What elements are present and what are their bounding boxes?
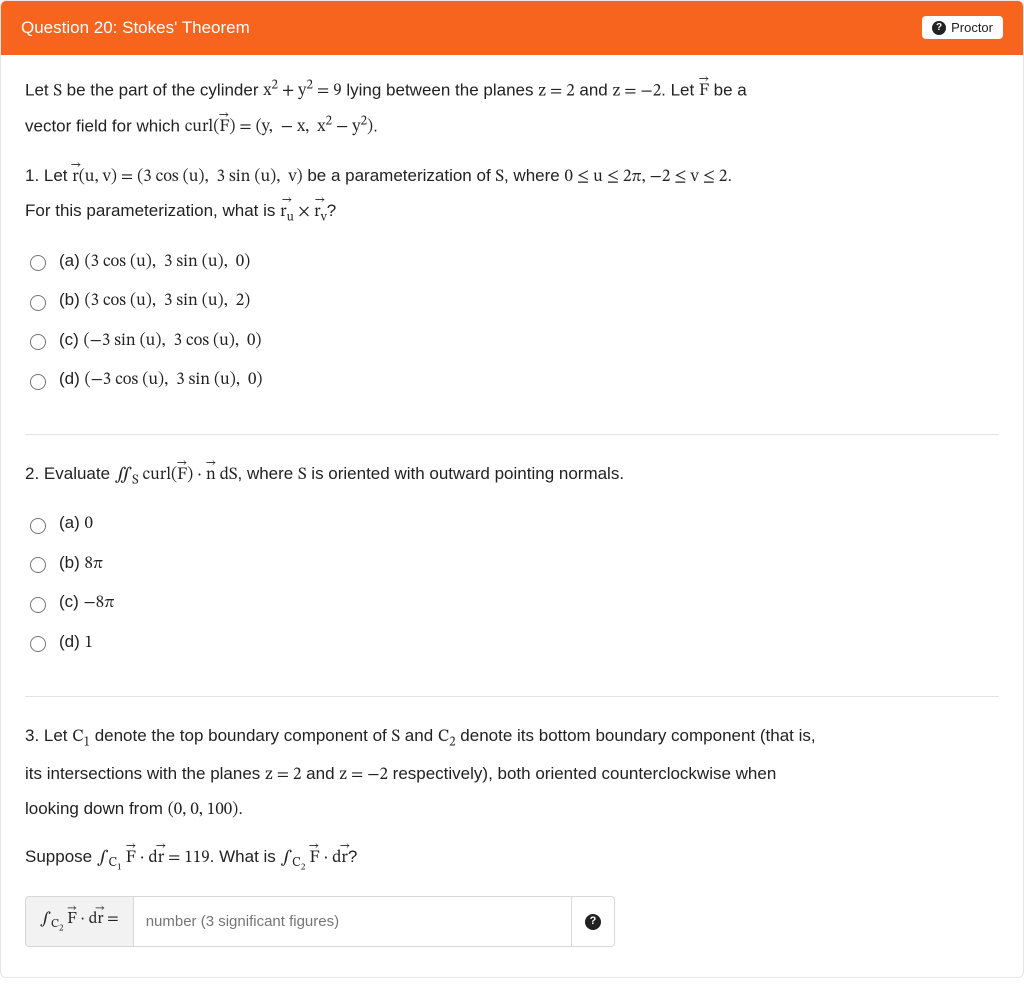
q2-option-b-label: (b) 8π — [59, 550, 103, 578]
q2-radio-d[interactable] — [30, 636, 46, 652]
q2-option-d-label: (d) 1 — [59, 629, 93, 657]
intro-line-1: Let S be the part of the cylinder x2 + y… — [25, 77, 999, 105]
help-icon: ? — [932, 21, 946, 35]
question-title: Question 20: Stokes' Theorem — [21, 15, 250, 41]
q2-options: (a) 0 (b) 8π (c) −8π (d) 1 — [25, 504, 999, 662]
intro-line-2: vector field for which curl(F) = (y, − x… — [25, 113, 999, 141]
question-1: 1. Let r(u, v) = (3 cos (u), 3 sin (u), … — [25, 163, 999, 400]
answer-input-row: ∫C2 F · dr = ? — [25, 896, 615, 947]
card-header: Question 20: Stokes' Theorem ? Proctor — [1, 1, 1023, 55]
q1-option-b[interactable]: (b) (3 cos (u), 3 sin (u), 2) — [25, 281, 999, 321]
q2-radio-c[interactable] — [30, 597, 46, 613]
q1-radio-c[interactable] — [30, 334, 46, 350]
q2-radio-b[interactable] — [30, 557, 46, 573]
question-card: Question 20: Stokes' Theorem ? Proctor L… — [0, 0, 1024, 978]
q3-line-3: looking down from (0, 0, 100). — [25, 796, 999, 824]
proctor-button[interactable]: ? Proctor — [922, 16, 1003, 39]
q1-prompt-line-1: 1. Let r(u, v) = (3 cos (u), 3 sin (u), … — [25, 163, 999, 191]
q2-prompt: 2. Evaluate ∬S curl(F) · n dS, where S i… — [25, 461, 999, 491]
q1-option-c[interactable]: (c) (−3 sin (u), 3 cos (u), 0) — [25, 321, 999, 361]
separator-1 — [25, 434, 999, 435]
q2-option-c-label: (c) −8π — [59, 589, 114, 617]
answer-input-label: ∫C2 F · dr = — [25, 896, 133, 947]
q2-option-b[interactable]: (b) 8π — [25, 544, 999, 584]
q1-option-a-label: (a) (3 cos (u), 3 sin (u), 0) — [59, 248, 250, 276]
question-3: 3. Let C1 denote the top boundary compon… — [25, 723, 999, 947]
card-body: Let S be the part of the cylinder x2 + y… — [1, 55, 1023, 978]
q1-radio-a[interactable] — [30, 255, 46, 271]
q3-suppose: Suppose ∫C1 F · dr = 119. What is ∫C2 F … — [25, 844, 999, 876]
help-icon: ? — [585, 914, 601, 930]
q2-option-c[interactable]: (c) −8π — [25, 583, 999, 623]
q1-option-a[interactable]: (a) (3 cos (u), 3 sin (u), 0) — [25, 242, 999, 282]
q3-line-1: 3. Let C1 denote the top boundary compon… — [25, 723, 999, 753]
question-2: 2. Evaluate ∬S curl(F) · n dS, where S i… — [25, 461, 999, 663]
q1-option-b-label: (b) (3 cos (u), 3 sin (u), 2) — [59, 287, 250, 315]
separator-2 — [25, 696, 999, 697]
q1-prompt-line-2: For this parameterization, what is ru × … — [25, 198, 999, 228]
q1-option-d-label: (d) (−3 cos (u), 3 sin (u), 0) — [59, 366, 262, 394]
q1-option-c-label: (c) (−3 sin (u), 3 cos (u), 0) — [59, 327, 262, 355]
answer-input[interactable] — [133, 896, 571, 947]
q2-option-a[interactable]: (a) 0 — [25, 504, 999, 544]
q2-option-d[interactable]: (d) 1 — [25, 623, 999, 663]
proctor-label: Proctor — [951, 20, 993, 35]
q2-option-a-label: (a) 0 — [59, 510, 93, 538]
q1-radio-b[interactable] — [30, 295, 46, 311]
q1-radio-d[interactable] — [30, 374, 46, 390]
intro-block: Let S be the part of the cylinder x2 + y… — [25, 77, 999, 141]
answer-help-button[interactable]: ? — [571, 896, 615, 947]
q2-radio-a[interactable] — [30, 518, 46, 534]
q1-option-d[interactable]: (d) (−3 cos (u), 3 sin (u), 0) — [25, 360, 999, 400]
q3-line-2: its intersections with the planes z = 2 … — [25, 761, 999, 789]
q1-options: (a) (3 cos (u), 3 sin (u), 0) (b) (3 cos… — [25, 242, 999, 400]
